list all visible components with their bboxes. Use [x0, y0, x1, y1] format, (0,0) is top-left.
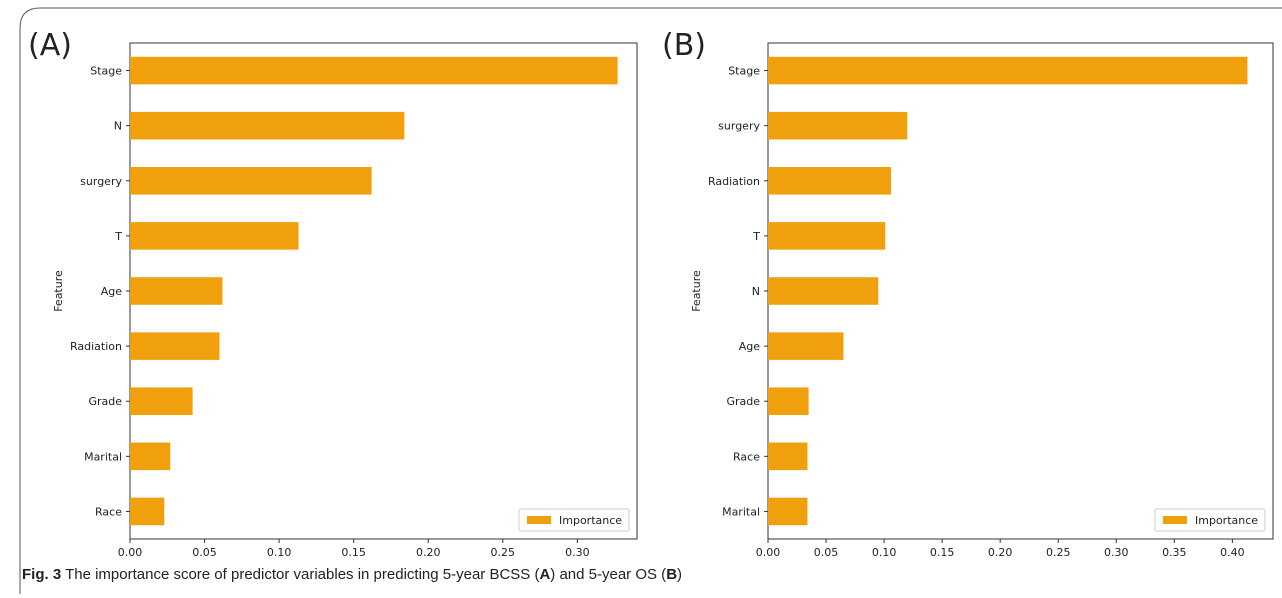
y-tick-label: Age — [739, 340, 761, 353]
legend-box — [1154, 508, 1266, 532]
y-tick-label: N — [752, 285, 760, 298]
legend-swatch — [527, 516, 551, 524]
bar-age — [768, 332, 844, 360]
y-tick-label: Grade — [726, 395, 760, 408]
bar-race — [130, 497, 165, 526]
y-tick-label: T — [114, 230, 122, 243]
panel-label: (A) — [28, 28, 72, 63]
x-tick-label: 0.40 — [1220, 546, 1245, 559]
caption-text-1: The importance score of predictor variab… — [65, 566, 540, 583]
figure-border — [19, 7, 1282, 594]
legend-label: Importance — [1195, 514, 1258, 527]
legend-swatch — [1163, 516, 1187, 524]
y-tick-label: Marital — [84, 450, 122, 463]
x-tick-label: 0.05 — [192, 546, 217, 559]
y-axis-label: Feature — [690, 270, 703, 312]
y-tick-label: Radiation — [70, 340, 122, 353]
bar-t — [130, 222, 299, 250]
figure-caption: Fig. 3 The importance score of predictor… — [22, 566, 682, 583]
legend-label: Importance — [559, 514, 622, 527]
y-tick-label: N — [114, 120, 122, 133]
x-tick-label: 0.20 — [988, 546, 1013, 559]
caption-text-3: ) — [677, 566, 683, 583]
y-tick-label: Race — [95, 505, 122, 518]
bar-age — [130, 277, 223, 305]
x-tick-label: 0.10 — [267, 546, 292, 559]
bar-marital — [768, 497, 808, 526]
bar-surgery — [768, 111, 908, 140]
y-tick-label: Radiation — [708, 175, 760, 188]
bar-stage — [130, 56, 618, 85]
y-tick-label: Stage — [90, 65, 122, 78]
legend-box — [518, 508, 630, 532]
y-axis-label: Feature — [52, 270, 65, 312]
bar-stage — [768, 56, 1248, 85]
x-tick-label: 0.25 — [491, 546, 516, 559]
y-tick-label: T — [752, 230, 760, 243]
x-tick-label: 0.30 — [1104, 546, 1129, 559]
x-tick-label: 0.15 — [341, 546, 366, 559]
bar-t — [768, 222, 886, 250]
caption-bold-a: A — [539, 566, 551, 583]
y-tick-label: Stage — [728, 65, 760, 78]
y-tick-label: surgery — [80, 175, 122, 188]
x-tick-label: 0.25 — [1046, 546, 1071, 559]
bar-grade — [768, 387, 809, 415]
x-tick-label: 0.05 — [814, 546, 839, 559]
chart-panel-b: (B) Stage surgery Radiation T N Age Grade Race Ma… — [662, 28, 1274, 559]
bar-marital — [130, 442, 171, 471]
x-tick-label: 0.10 — [872, 546, 897, 559]
x-tick-label: 0.20 — [416, 546, 441, 559]
x-tick-label: 0.30 — [565, 546, 590, 559]
caption-text-2: ) and 5-year OS ( — [550, 566, 667, 583]
y-tick-label: Race — [733, 450, 760, 463]
y-tick-label: Grade — [88, 395, 122, 408]
x-tick-label: 0.15 — [930, 546, 955, 559]
y-tick-label: Marital — [722, 505, 760, 518]
y-tick-label: Age — [101, 285, 123, 298]
x-tick-label: 0.00 — [118, 546, 143, 559]
bar-grade — [130, 387, 193, 415]
bar-radiation — [768, 167, 892, 195]
bar-n — [130, 111, 405, 140]
bar-radiation — [130, 332, 220, 360]
x-tick-label: 0.35 — [1162, 546, 1187, 559]
bar-race — [768, 442, 808, 471]
caption-bold-b: B — [666, 566, 678, 583]
y-tick-label: surgery — [718, 120, 760, 133]
panel-label: (B) — [662, 28, 706, 63]
bar-n — [768, 277, 879, 305]
x-tick-label: 0.00 — [756, 546, 781, 559]
bar-surgery — [130, 167, 372, 195]
caption-label: Fig. 3 — [22, 566, 62, 583]
